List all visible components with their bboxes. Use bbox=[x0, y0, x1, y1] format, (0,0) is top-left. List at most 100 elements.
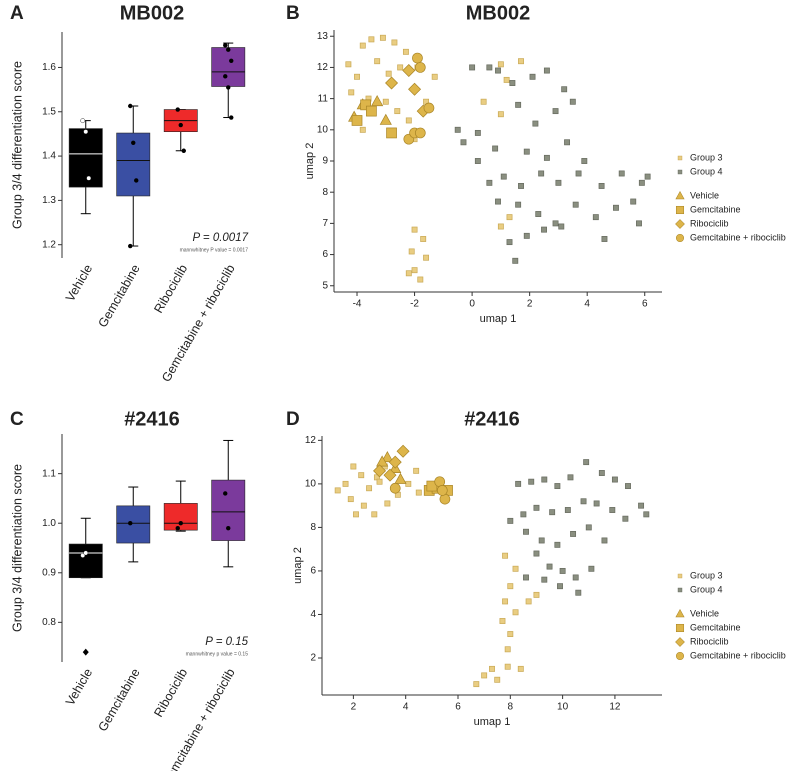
point bbox=[529, 73, 536, 80]
point bbox=[431, 73, 438, 80]
point bbox=[371, 95, 384, 107]
point bbox=[178, 521, 183, 526]
y-tick-label: 5 bbox=[322, 280, 328, 291]
point bbox=[382, 98, 389, 105]
point bbox=[644, 173, 651, 180]
y-tick-label: 0.9 bbox=[42, 567, 56, 578]
point bbox=[226, 85, 231, 90]
point bbox=[86, 175, 92, 181]
point bbox=[353, 511, 359, 518]
point bbox=[601, 236, 608, 242]
legend-marker bbox=[675, 637, 685, 647]
point bbox=[512, 609, 519, 616]
point bbox=[611, 476, 618, 483]
point bbox=[405, 480, 412, 487]
y-tick-label: 1.4 bbox=[42, 151, 56, 162]
point bbox=[523, 574, 529, 581]
y-tick-label: 2 bbox=[310, 653, 316, 664]
point bbox=[396, 444, 410, 458]
y-tick-label: 7 bbox=[322, 218, 328, 229]
point bbox=[593, 500, 600, 507]
point bbox=[379, 113, 392, 125]
point bbox=[523, 232, 530, 239]
y-tick-label: 1.2 bbox=[42, 239, 56, 250]
point bbox=[474, 129, 481, 136]
point bbox=[480, 98, 487, 105]
point bbox=[570, 530, 577, 537]
y-axis-label: umap 2 bbox=[304, 143, 316, 180]
panel-label: B bbox=[286, 3, 300, 24]
point bbox=[622, 515, 629, 522]
x-tick-label: Vehicle bbox=[63, 666, 95, 708]
legend-label: Ribociclib bbox=[690, 218, 729, 228]
x-tick-label: Vehicle bbox=[63, 262, 95, 304]
point bbox=[543, 67, 550, 74]
legend-label: Vehicle bbox=[690, 608, 719, 618]
point bbox=[128, 243, 133, 249]
point bbox=[131, 140, 136, 145]
point bbox=[412, 52, 423, 64]
point bbox=[414, 62, 426, 73]
point bbox=[411, 226, 418, 233]
point bbox=[507, 517, 514, 524]
point bbox=[598, 183, 605, 189]
point bbox=[572, 574, 579, 581]
point bbox=[386, 127, 397, 139]
x-tick-label: 4 bbox=[403, 702, 409, 713]
point bbox=[564, 507, 571, 513]
y-axis-label: Group 3/4 differentiation score bbox=[10, 61, 24, 229]
point bbox=[376, 455, 389, 467]
legend-marker bbox=[677, 169, 683, 175]
point bbox=[360, 502, 367, 509]
box bbox=[116, 505, 151, 544]
point bbox=[638, 502, 645, 509]
point bbox=[500, 173, 507, 180]
y-tick-label: 12 bbox=[317, 62, 329, 73]
y-tick-label: 1.6 bbox=[42, 62, 56, 73]
point bbox=[509, 80, 516, 86]
x-tick-label: 2 bbox=[351, 702, 357, 713]
point bbox=[381, 451, 394, 463]
point bbox=[499, 618, 506, 624]
legend-marker bbox=[675, 219, 685, 229]
point bbox=[580, 498, 587, 505]
legend-marker bbox=[675, 190, 685, 200]
chart-title: MB002 bbox=[120, 2, 184, 24]
point bbox=[486, 64, 493, 71]
point bbox=[538, 537, 545, 544]
point bbox=[523, 528, 529, 535]
point bbox=[423, 254, 430, 261]
point bbox=[489, 665, 495, 672]
x-tick-label: 6 bbox=[455, 702, 461, 713]
point bbox=[454, 126, 461, 133]
point bbox=[588, 565, 595, 572]
point bbox=[502, 552, 509, 559]
legend-label: Group 3 bbox=[690, 152, 723, 162]
point bbox=[83, 550, 89, 556]
point bbox=[389, 482, 401, 494]
x-tick-label: 8 bbox=[508, 702, 514, 713]
point bbox=[528, 478, 535, 485]
box bbox=[68, 543, 103, 579]
point bbox=[226, 47, 231, 52]
point bbox=[379, 34, 386, 41]
point bbox=[559, 567, 566, 574]
point bbox=[525, 598, 532, 605]
point bbox=[495, 67, 501, 74]
point bbox=[609, 507, 616, 513]
x-tick-label: Ribociclib bbox=[151, 666, 190, 719]
point bbox=[181, 148, 186, 153]
point bbox=[345, 61, 352, 68]
box bbox=[163, 503, 198, 531]
point bbox=[575, 589, 582, 596]
point bbox=[535, 211, 542, 217]
point bbox=[518, 58, 524, 65]
point bbox=[360, 99, 371, 111]
point bbox=[567, 474, 574, 481]
point bbox=[512, 257, 519, 264]
point bbox=[541, 576, 548, 583]
point bbox=[223, 491, 228, 496]
point bbox=[554, 541, 561, 548]
point bbox=[515, 101, 522, 108]
